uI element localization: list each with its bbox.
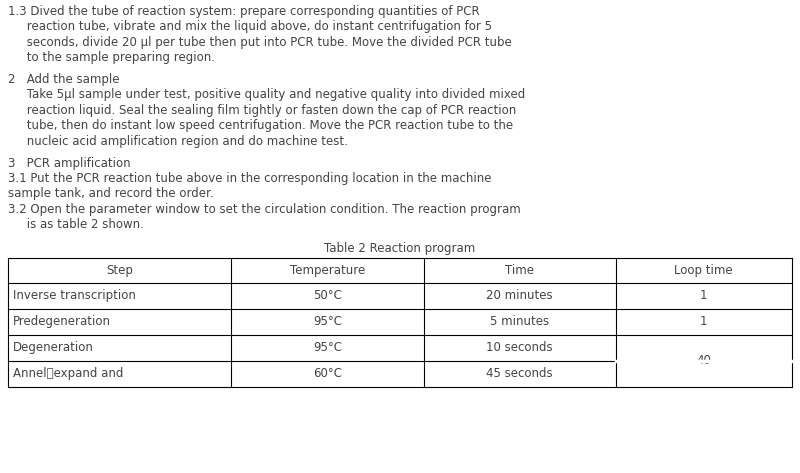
Text: 20 minutes: 20 minutes <box>486 289 553 302</box>
Text: 1: 1 <box>700 315 707 328</box>
Text: Annel、expand and: Annel、expand and <box>13 367 123 380</box>
Text: 1.3 Dived the tube of reaction system: prepare corresponding quantities of PCR: 1.3 Dived the tube of reaction system: p… <box>8 5 480 18</box>
Text: Temperature: Temperature <box>290 264 365 277</box>
Text: reaction tube, vibrate and mix the liquid above, do instant centrifugation for 5: reaction tube, vibrate and mix the liqui… <box>8 20 492 34</box>
Text: Degeneration: Degeneration <box>13 341 94 354</box>
Text: 3.2 Open the parameter window to set the circulation condition. The reaction pro: 3.2 Open the parameter window to set the… <box>8 203 521 216</box>
Text: 10 seconds: 10 seconds <box>486 341 553 354</box>
Text: Take 5μl sample under test, positive quality and negative quality into divided m: Take 5μl sample under test, positive qua… <box>8 88 526 102</box>
Text: 5 minutes: 5 minutes <box>490 315 549 328</box>
Text: Time: Time <box>505 264 534 277</box>
Text: Inverse transcription: Inverse transcription <box>13 289 136 302</box>
Text: 45 seconds: 45 seconds <box>486 367 553 380</box>
Text: 95°C: 95°C <box>313 315 342 328</box>
Text: nucleic acid amplification region and do machine test.: nucleic acid amplification region and do… <box>8 135 348 148</box>
Text: Step: Step <box>106 264 133 277</box>
Text: Loop time: Loop time <box>674 264 733 277</box>
Text: 2   Add the sample: 2 Add the sample <box>8 73 119 86</box>
Text: 60°C: 60°C <box>313 367 342 380</box>
Text: sample tank, and record the order.: sample tank, and record the order. <box>8 187 214 201</box>
Text: 95°C: 95°C <box>313 341 342 354</box>
Text: Table 2 Reaction program: Table 2 Reaction program <box>324 242 476 255</box>
Text: is as table 2 shown.: is as table 2 shown. <box>8 219 144 231</box>
Text: 1: 1 <box>700 289 707 302</box>
Text: 40: 40 <box>696 354 711 367</box>
Text: 50°C: 50°C <box>313 289 342 302</box>
Text: tube, then do instant low speed centrifugation. Move the PCR reaction tube to th: tube, then do instant low speed centrifu… <box>8 120 513 132</box>
Text: to the sample preparing region.: to the sample preparing region. <box>8 52 215 64</box>
Text: 3   PCR amplification: 3 PCR amplification <box>8 157 130 169</box>
Text: reaction liquid. Seal the sealing film tightly or fasten down the cap of PCR rea: reaction liquid. Seal the sealing film t… <box>8 104 516 117</box>
Text: 3.1 Put the PCR reaction tube above in the corresponding location in the machine: 3.1 Put the PCR reaction tube above in t… <box>8 172 491 185</box>
Text: seconds, divide 20 μl per tube then put into PCR tube. Move the divided PCR tube: seconds, divide 20 μl per tube then put … <box>8 36 512 49</box>
Text: Predegeneration: Predegeneration <box>13 315 111 328</box>
